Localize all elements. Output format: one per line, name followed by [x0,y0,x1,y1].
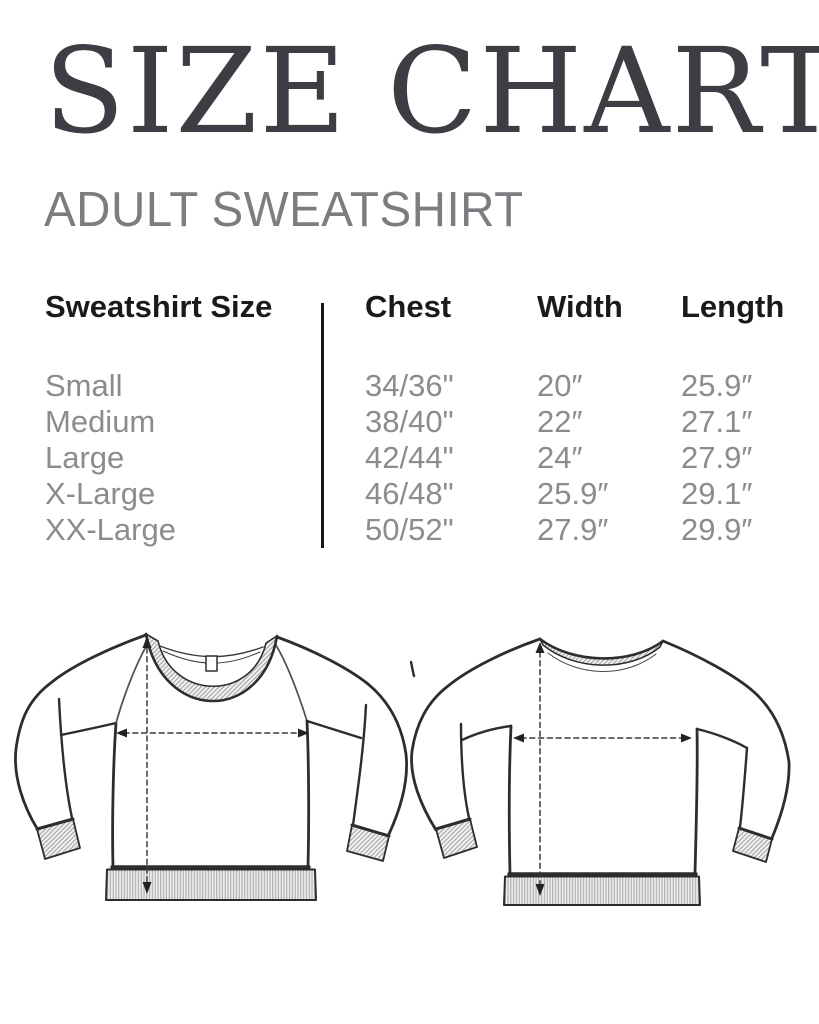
page-subtitle: ADULT SWEATSHIRT [44,183,524,237]
col-header-chest: Chest [365,289,452,324]
back-width-arrow-right [681,733,692,743]
page-title: SIZE CHART [44,22,819,160]
table-row: Large 42/44" 24″ 27.9″ [0,440,819,476]
col-header-size: Sweatshirt Size [45,289,273,324]
col-header-length: Length [681,289,785,324]
back-length-arrow-up [535,642,545,653]
width-cell: 25.9″ [537,476,609,511]
length-cell: 29.9″ [681,512,753,547]
size-cell: Small [45,368,123,403]
front-raglan-seam-right [271,638,308,722]
width-cell: 24″ [537,440,583,475]
back-hem-band [503,875,701,906]
chest-cell: 50/52" [365,512,454,547]
back-left-cuff [435,818,478,859]
front-left-cuff [36,818,81,860]
front-length-measure-line [142,636,152,894]
back-width-arrow-left [513,733,524,743]
sweatshirt-back-diagram [410,637,791,906]
back-length-arrow-down [535,884,545,896]
front-length-arrow-up [142,636,152,648]
table-divider-line [321,303,324,548]
chest-cell: 38/40" [365,404,454,439]
length-cell: 25.9″ [681,368,753,403]
front-neck-label [205,655,218,672]
size-cell: XX-Large [45,512,176,547]
table-row: X-Large 46/48" 25.9″ 29.1″ [0,476,819,512]
back-length-measure-line [535,642,545,896]
size-cell: Large [45,440,125,475]
size-cell: X-Large [45,476,156,511]
width-cell: 20″ [537,368,583,403]
length-cell: 27.1″ [681,404,753,439]
table-row: Medium 38/40" 22″ 27.1″ [0,404,819,440]
length-cell: 27.9″ [681,440,753,475]
sweatshirt-diagrams [14,632,791,906]
table-row: XX-Large 50/52" 27.9″ 29.9″ [0,512,819,548]
sweatshirt-front-diagram [14,632,408,901]
back-width-measure-line [513,733,692,743]
table-row: Small 34/36" 20″ 25.9″ [0,368,819,404]
chest-cell: 34/36" [365,368,454,403]
front-width-arrow-right [298,728,309,738]
size-cell: Medium [45,404,156,439]
chest-cell: 42/44" [365,440,454,475]
stray-mark [409,660,416,678]
front-raglan-seam-left [115,637,152,724]
col-header-width: Width [537,289,623,324]
length-cell: 29.1″ [681,476,753,511]
width-cell: 22″ [537,404,583,439]
width-cell: 27.9″ [537,512,609,547]
chest-cell: 46/48" [365,476,454,511]
front-length-arrow-down [142,882,152,894]
front-hem-band [105,868,317,901]
front-width-arrow-left [116,728,127,738]
size-table-header: Sweatshirt Size Chest Width Length [0,289,819,327]
front-width-measure-line [116,728,309,738]
